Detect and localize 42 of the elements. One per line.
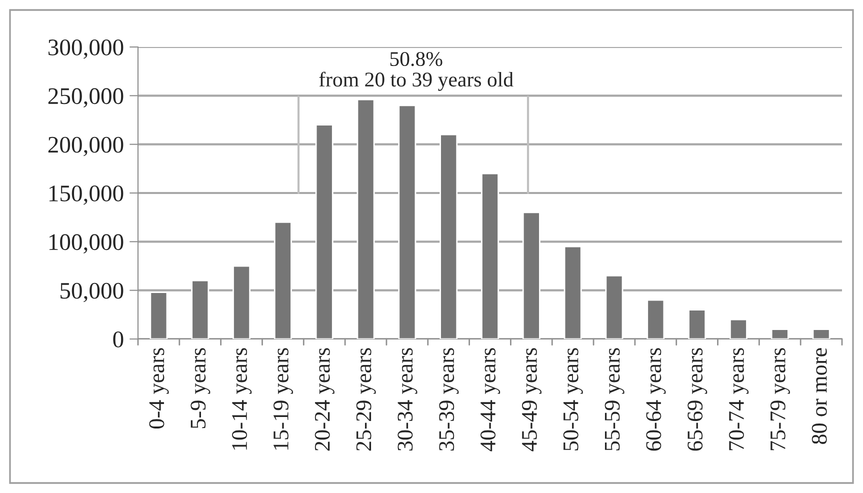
- y-tick-label: 200,000: [48, 136, 124, 156]
- bar: [274, 222, 292, 339]
- x-tick-label: 50-54 years: [563, 348, 583, 450]
- bar: [232, 265, 251, 339]
- x-tick-label: 35-39 years: [439, 348, 459, 451]
- bar: [398, 104, 416, 339]
- x-tick-label: 30-34 years: [398, 348, 418, 451]
- bar: [646, 299, 665, 339]
- x-tick-label: 10-14 years: [232, 348, 252, 450]
- x-tick-label: 15-19 years: [274, 348, 294, 450]
- x-tick-label: 65-69 years: [688, 348, 708, 451]
- bar: [191, 280, 210, 339]
- bar: [481, 172, 499, 339]
- x-tick-label: 70-74 years: [728, 348, 749, 450]
- y-tick-label: 250,000: [48, 88, 124, 108]
- bar: [522, 212, 540, 339]
- y-tick-label: 300,000: [48, 39, 124, 59]
- x-tick-label: 60-64 years: [646, 348, 666, 451]
- x-tick-label: 75-79 years: [770, 348, 790, 450]
- annotation: 50.8% from 20 to 39 years old: [319, 52, 514, 91]
- x-tick-label: 80 or more: [812, 348, 827, 444]
- y-tick-label: 150,000: [49, 185, 124, 205]
- bar: [605, 275, 624, 339]
- x-tick-label: 0-4 years: [149, 348, 169, 429]
- y-tick-label: 50,000: [60, 282, 124, 302]
- x-tick-label: 40-44 years: [480, 348, 500, 452]
- x-tick-label: 5-9 years: [190, 348, 210, 428]
- bar: [729, 318, 748, 339]
- x-tick-label: 20-24 years: [314, 348, 334, 451]
- y-tick-label: 100,000: [49, 234, 124, 254]
- x-tick-label: 55-59 years: [604, 348, 624, 450]
- bar: [688, 309, 706, 339]
- bar: [770, 328, 789, 339]
- bar: [150, 292, 168, 339]
- bar: [564, 246, 582, 339]
- bar: [356, 98, 375, 339]
- y-tick-label: 0: [113, 331, 124, 348]
- x-tick-label: 45-49 years: [522, 348, 542, 452]
- bar: [440, 134, 458, 339]
- bar: [812, 328, 830, 339]
- x-tick-label: 25-29 years: [356, 348, 376, 451]
- bar: [315, 124, 334, 339]
